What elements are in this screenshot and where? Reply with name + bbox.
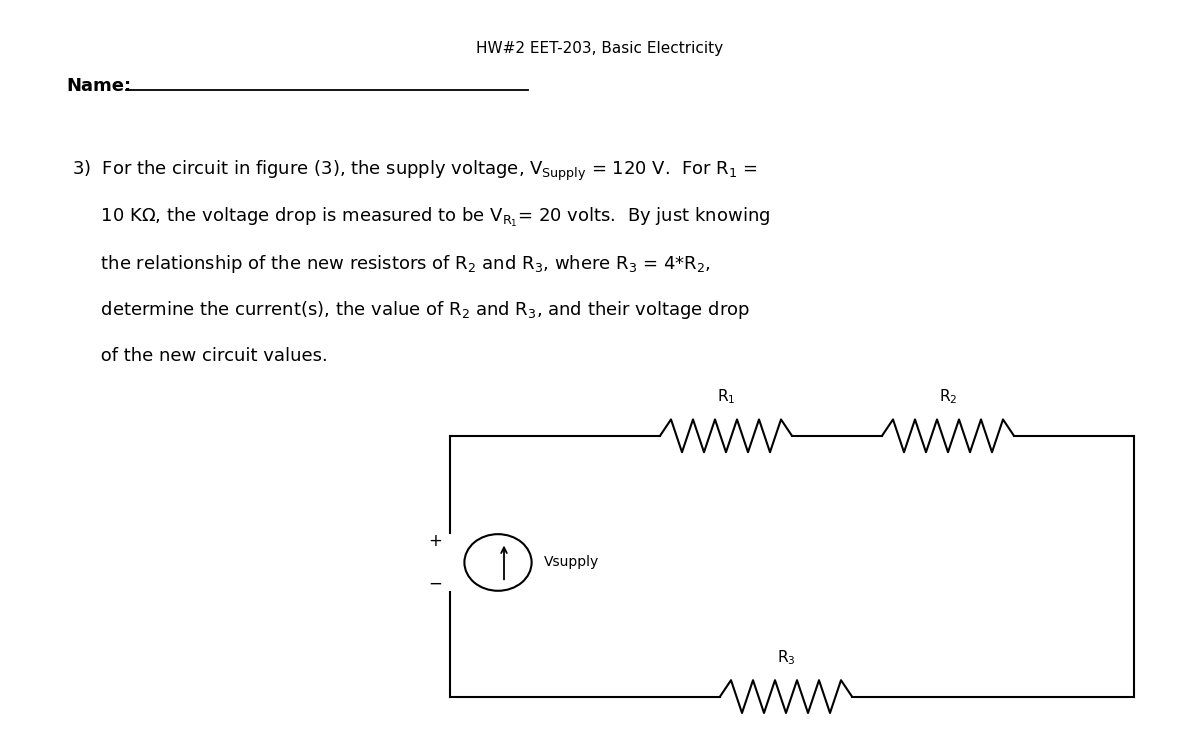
Text: +: + xyxy=(428,532,443,551)
Text: R$_2$: R$_2$ xyxy=(938,387,958,406)
Text: −: − xyxy=(428,574,443,593)
Text: 10 K$\Omega$, the voltage drop is measured to be V$_{\rm R_1}$= 20 volts.  By ju: 10 K$\Omega$, the voltage drop is measur… xyxy=(72,206,770,229)
Text: R$_1$: R$_1$ xyxy=(716,387,736,406)
Text: the relationship of the new resistors of R$_2$ and R$_3$, where R$_3$ = 4*R$_2$,: the relationship of the new resistors of… xyxy=(72,253,710,275)
Text: HW#2 EET-203, Basic Electricity: HW#2 EET-203, Basic Electricity xyxy=(476,41,724,56)
Text: 3)  For the circuit in figure (3), the supply voltage, V$_{\rm Supply}$ = 120 V.: 3) For the circuit in figure (3), the su… xyxy=(72,159,758,183)
Text: R$_3$: R$_3$ xyxy=(776,648,796,667)
Text: determine the current(s), the value of R$_2$ and R$_3$, and their voltage drop: determine the current(s), the value of R… xyxy=(72,299,750,321)
Text: Name:: Name: xyxy=(66,77,131,95)
Text: of the new circuit values.: of the new circuit values. xyxy=(72,347,328,365)
Text: Vsupply: Vsupply xyxy=(544,556,599,569)
